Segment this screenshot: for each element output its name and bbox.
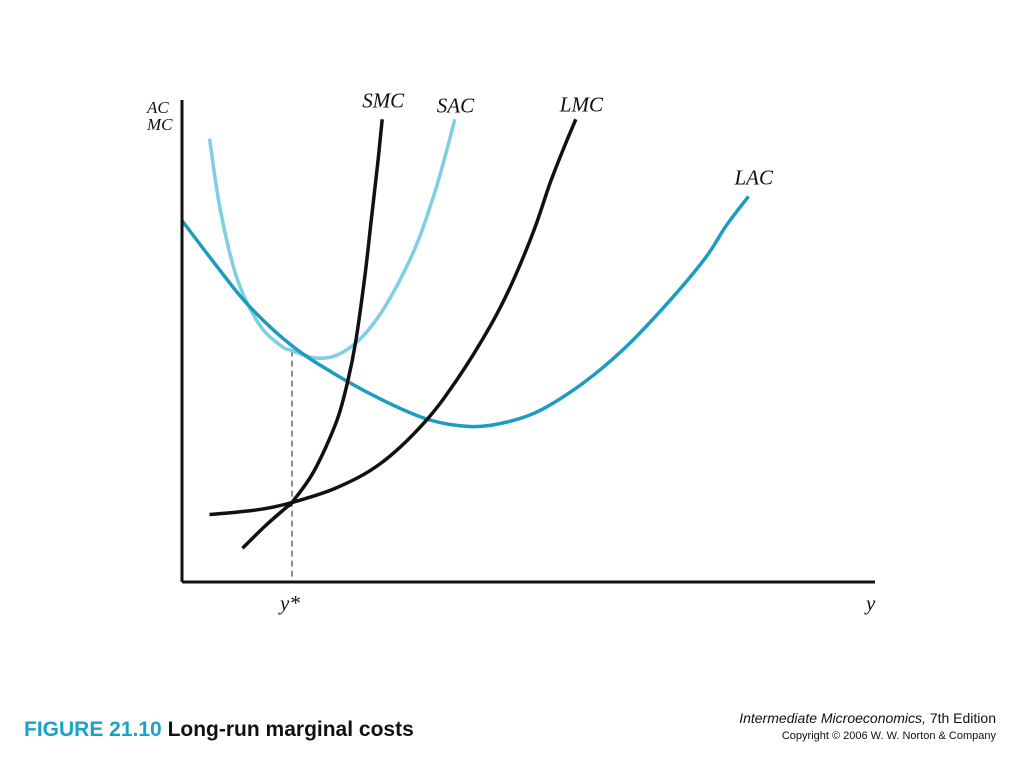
y-axis-label-line-1: AC [146,98,169,117]
series-line-lmc [209,118,578,517]
figure-number: FIGURE 21.10 [24,718,162,741]
copyright-notice: Copyright © 2006 W. W. Norton & Company [781,730,996,742]
book-line: Intermediate Microeconomics, 7th Edition [739,710,996,726]
series-label-sac: SAC [437,93,475,117]
book-title: Intermediate Microeconomics, [739,710,926,726]
figure-title: Long-run marginal costs [167,718,414,741]
book-edition: 7th Edition [925,710,996,726]
series-line-sac [207,118,457,361]
x-tick-label-ystar: y* [278,591,300,615]
y-axis-label-line-2: MC [146,115,173,134]
series-label-lac: LAC [734,165,775,189]
series-label-lmc: LMC [559,92,604,116]
series-line-lac [180,195,750,429]
curve-labels: SMC SAC LMC LAC [362,88,774,189]
x-axis-label: y [864,591,876,615]
figure-caption: FIGURE 21.10 Long-run marginal costs [24,718,414,742]
plot-area [180,118,750,582]
book-credits: Intermediate Microeconomics, 7th Edition… [739,710,996,742]
series-label-smc: SMC [362,88,405,112]
series-line-smc [241,119,384,550]
